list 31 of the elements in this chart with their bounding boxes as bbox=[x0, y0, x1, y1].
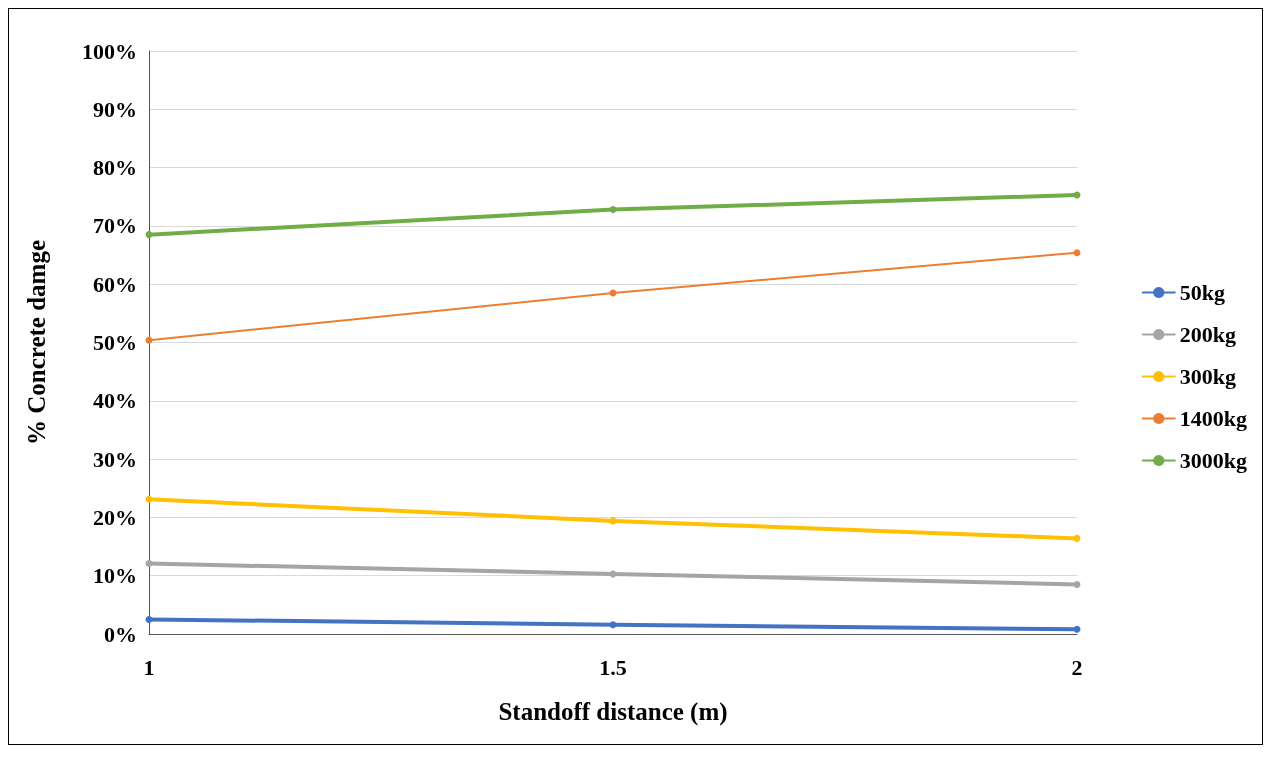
legend-label: 50kg bbox=[1179, 280, 1226, 305]
y-tick-label: 70% bbox=[93, 213, 137, 239]
legend-label: 300kg bbox=[1179, 364, 1237, 389]
y-tick-label: 60% bbox=[93, 271, 137, 297]
x-tick-label: 2 bbox=[1071, 654, 1083, 680]
legend-label: 3000kg bbox=[1179, 448, 1248, 473]
y-tick-label: 20% bbox=[93, 504, 137, 530]
point bbox=[609, 206, 617, 214]
point bbox=[1073, 534, 1081, 542]
point bbox=[1073, 625, 1081, 633]
y-tick-label: 40% bbox=[93, 388, 137, 414]
y-tick-label: 100% bbox=[82, 38, 137, 64]
point bbox=[145, 615, 153, 623]
point bbox=[609, 621, 617, 629]
point bbox=[145, 231, 153, 239]
legend-label: 200kg bbox=[1179, 322, 1237, 347]
y-tick-label: 0% bbox=[104, 621, 137, 647]
y-tick-label: 80% bbox=[93, 155, 137, 181]
y-tick-label: 30% bbox=[93, 446, 137, 472]
point bbox=[1073, 249, 1081, 257]
legend-label: 1400kg bbox=[1179, 406, 1248, 431]
x-axis-title: Standoff distance (m) bbox=[498, 698, 728, 726]
point bbox=[145, 495, 153, 503]
y-tick-label: 10% bbox=[93, 563, 137, 589]
point bbox=[1073, 580, 1081, 588]
point bbox=[145, 559, 153, 567]
x-tick-label: 1 bbox=[143, 654, 155, 680]
y-axis-title: % Concrete damge bbox=[23, 239, 50, 446]
y-tick-label: 90% bbox=[93, 96, 137, 122]
y-tick-label: 50% bbox=[93, 330, 137, 355]
x-tick-label: 1.5 bbox=[599, 654, 627, 680]
